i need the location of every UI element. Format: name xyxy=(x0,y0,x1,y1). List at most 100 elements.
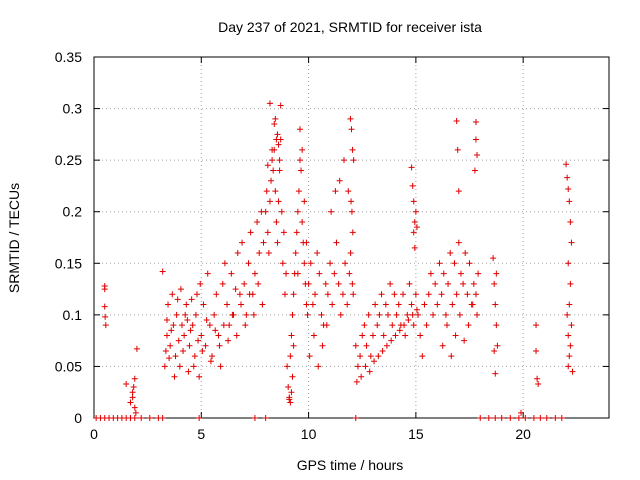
data-point xyxy=(396,327,403,334)
data-point xyxy=(329,301,336,308)
data-point xyxy=(365,311,372,318)
data-point xyxy=(203,317,210,324)
data-point xyxy=(493,270,500,277)
data-point xyxy=(566,301,573,308)
data-point xyxy=(146,415,153,421)
data-point xyxy=(251,415,258,421)
data-point xyxy=(233,332,240,339)
data-point xyxy=(421,301,428,308)
data-point xyxy=(565,186,572,193)
data-point xyxy=(498,415,505,421)
data-point xyxy=(186,342,193,349)
data-point xyxy=(297,157,303,164)
data-point xyxy=(101,286,108,293)
data-point xyxy=(216,342,223,349)
data-point xyxy=(371,358,378,365)
data-point xyxy=(166,355,173,362)
data-point xyxy=(327,260,334,267)
data-point xyxy=(276,157,283,164)
data-point xyxy=(462,249,469,256)
data-point xyxy=(292,249,299,256)
data-point xyxy=(250,311,257,318)
data-point xyxy=(225,337,232,344)
x-axis-label: GPS time / hours xyxy=(297,457,404,473)
data-point xyxy=(522,415,529,421)
data-point xyxy=(494,342,501,349)
data-point xyxy=(194,291,200,298)
data-point xyxy=(217,363,224,370)
data-point xyxy=(419,353,426,360)
data-point xyxy=(280,229,287,236)
data-point xyxy=(380,332,387,339)
data-point xyxy=(196,415,203,421)
data-point xyxy=(567,342,574,349)
data-point xyxy=(298,167,305,174)
data-point xyxy=(472,118,479,125)
data-point xyxy=(173,311,180,318)
data-point xyxy=(297,126,303,133)
data-point xyxy=(442,311,449,318)
x-tick-label: 20 xyxy=(515,426,531,442)
data-point xyxy=(301,260,308,267)
data-point xyxy=(408,164,415,171)
data-point xyxy=(406,280,413,287)
data-point xyxy=(167,342,174,349)
data-point xyxy=(274,131,281,138)
data-point xyxy=(290,342,297,349)
data-point xyxy=(436,260,443,267)
data-point xyxy=(279,260,286,267)
x-tick-label: 10 xyxy=(301,426,317,442)
data-point xyxy=(354,363,361,370)
data-point xyxy=(255,280,262,287)
data-point xyxy=(211,311,218,318)
data-point xyxy=(256,249,263,256)
data-point xyxy=(563,161,570,168)
data-point xyxy=(306,353,313,360)
data-point xyxy=(159,415,166,421)
x-tick-label: 0 xyxy=(90,426,98,442)
data-point xyxy=(455,239,462,246)
data-point xyxy=(452,332,459,339)
data-point xyxy=(451,260,458,267)
data-point xyxy=(284,363,291,370)
data-point xyxy=(204,270,211,277)
data-point xyxy=(331,270,338,277)
data-point xyxy=(102,322,109,329)
data-point xyxy=(189,322,196,329)
data-point xyxy=(169,291,176,298)
data-point xyxy=(268,177,275,184)
data-point xyxy=(401,322,408,329)
data-point xyxy=(404,311,411,318)
data-point xyxy=(123,380,130,387)
y-tick-label: 0.1 xyxy=(63,307,83,323)
data-point xyxy=(197,280,204,287)
data-point xyxy=(192,311,199,318)
data-point xyxy=(366,368,373,375)
data-point xyxy=(492,370,499,377)
data-point xyxy=(191,353,198,360)
data-point xyxy=(200,301,207,308)
data-point xyxy=(346,270,353,277)
data-point xyxy=(220,322,227,329)
data-point xyxy=(491,347,498,354)
data-point xyxy=(515,415,522,421)
data-point xyxy=(410,198,417,205)
data-point xyxy=(129,394,136,401)
data-point xyxy=(303,301,310,308)
data-point xyxy=(318,311,325,318)
data-point xyxy=(357,353,364,360)
data-point xyxy=(533,322,540,329)
data-point xyxy=(474,311,481,318)
data-point xyxy=(133,345,140,352)
data-point xyxy=(209,353,216,360)
data-point xyxy=(411,219,418,226)
data-point xyxy=(163,332,170,339)
data-point xyxy=(266,198,273,205)
data-point xyxy=(491,280,498,287)
y-tick-label: 0.35 xyxy=(55,49,82,65)
data-point xyxy=(195,337,202,344)
data-point xyxy=(281,291,288,298)
data-point xyxy=(272,115,279,122)
